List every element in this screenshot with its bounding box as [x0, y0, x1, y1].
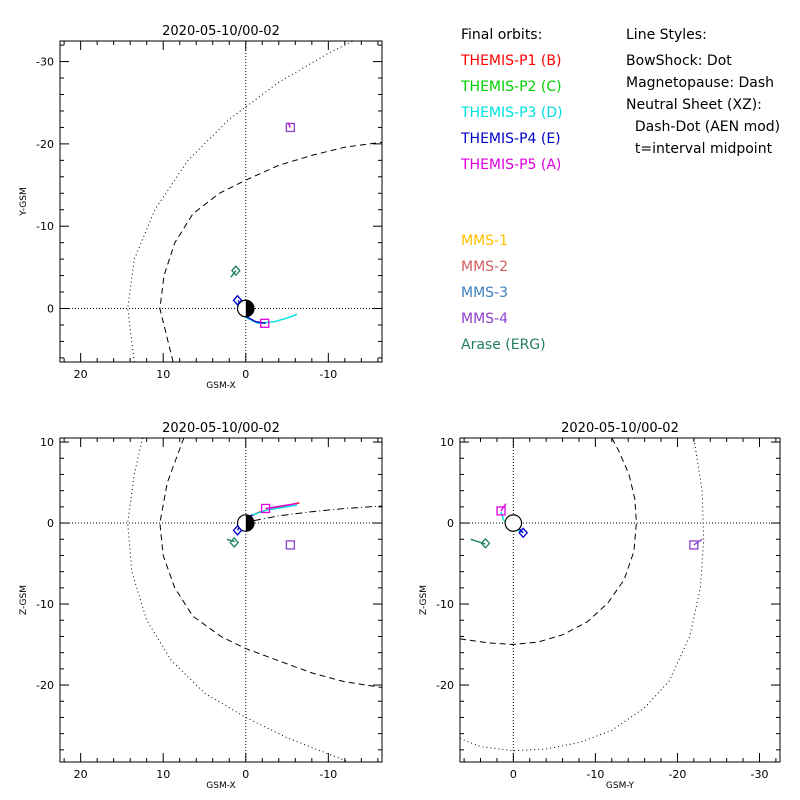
y-tick-label: 0	[47, 517, 54, 530]
panel-1: 20 10 0 -10 0 -10 -20 -30 2020-05-10/00-02 GSM-X Y…	[19, 24, 383, 391]
series-arase	[226, 538, 236, 543]
legend-mission-entry-4: Arase (ERG)	[461, 337, 546, 353]
panel-3: 0 -10 -20 -30 10 0 -10 -20 2020-05-10/00-02 GSM-Y…	[419, 421, 781, 791]
marker-diamond-0	[232, 524, 243, 536]
x-tick-label: 10	[156, 368, 170, 381]
legend-mission-entry-1: MMS-2	[461, 259, 509, 275]
x-tick-label: 0	[510, 768, 517, 781]
marker-square-0	[496, 506, 506, 516]
panel-title: 2020-05-10/00-02	[561, 421, 679, 436]
legend-line-style-entry-1: Magnetopause: Dash	[626, 75, 775, 91]
marker-square-1	[260, 503, 271, 514]
x-axis-label: GSM-Y	[606, 781, 635, 791]
x-tick-label: 10	[156, 768, 170, 781]
y-tick-label: 0	[447, 517, 454, 530]
y-tick-label: -20	[36, 138, 54, 151]
legend-mission-entry-2: MMS-3	[461, 285, 509, 301]
x-tick-label: -10	[319, 768, 337, 781]
x-tick-label: -30	[751, 768, 769, 781]
legend-themis-entry-3: THEMIS-P4 (E)	[461, 131, 561, 147]
series-magnetopause	[159, 438, 382, 688]
legend-themis-entry-2: THEMIS-P3 (D)	[461, 105, 563, 121]
panel-title: 2020-05-10/00-02	[162, 24, 280, 39]
earth-icon	[504, 514, 523, 532]
y-tick-label: -30	[36, 56, 54, 69]
legend-themis-entry-0: THEMIS-P1 (B)	[461, 53, 562, 69]
line-styles-legend: Line Styles: BowShock: Dot Magnetopause: …	[626, 28, 780, 164]
y-axis-label: Y-GSM	[19, 187, 29, 216]
y-axis-label: Z-GSM	[19, 585, 29, 615]
legend-line-style-entry-0: BowShock: Dot	[626, 53, 732, 69]
final-orbits-legend: Final orbits: THEMIS-P1 (B) THEMIS-P2 (C)…	[461, 28, 563, 364]
series-bowshock	[460, 438, 705, 752]
y-axis-label: Z-GSM	[419, 585, 429, 615]
x-tick-label: -10	[319, 368, 337, 381]
x-tick-label: -10	[586, 768, 604, 781]
marker-diamond-1	[518, 527, 529, 539]
legend-mission-entry-0: MMS-1	[461, 233, 509, 249]
earth-icon	[236, 514, 255, 532]
y-tick-label: -20	[436, 679, 454, 692]
plot-frame	[59, 40, 383, 363]
earth-icon	[236, 299, 255, 318]
x-tick-label: 20	[74, 768, 88, 781]
x-axis-label: GSM-X	[206, 781, 235, 791]
series-bowshock	[127, 438, 350, 762]
legend-mission-entry-3: MMS-4	[461, 311, 509, 327]
y-tick-label: 10	[440, 436, 454, 449]
series-arase	[470, 538, 486, 545]
legend-line-style-entry-4: t=interval midpoint	[626, 141, 773, 157]
x-tick-label: 0	[242, 368, 249, 381]
series-neutral-sheet	[253, 505, 382, 522]
plot-frame	[59, 437, 383, 763]
series-magnetopause	[460, 438, 637, 646]
series-themis-p5	[265, 502, 298, 510]
series-magnetopause	[159, 141, 382, 362]
marker-square-1	[260, 318, 270, 328]
legend-themis-entry-1: THEMIS-P2 (C)	[461, 79, 562, 95]
x-axis-label: GSM-X	[206, 381, 235, 391]
plot-area	[460, 438, 705, 752]
marker-diamond-3	[229, 537, 240, 548]
marker-square-2	[285, 122, 296, 133]
panel-2: 20 10 0 -10 10 0 -10 -20 2020-05-10/00-02 GSM-X Z-…	[19, 421, 383, 791]
y-tick-label: 0	[47, 303, 54, 316]
legend-line-style-entry-3: Dash-Dot (AEN mod)	[626, 119, 781, 135]
y-tick-label: 10	[40, 436, 54, 449]
marker-square-2	[689, 540, 699, 550]
plot-area	[127, 41, 382, 362]
y-tick-label: -10	[36, 598, 54, 611]
panel-title: 2020-05-10/00-02	[162, 421, 280, 436]
marker-square-2	[285, 540, 296, 550]
marker-diamond-3	[480, 537, 491, 549]
x-tick-label: 20	[74, 368, 88, 381]
legend-line-style-entry-2: Neutral Sheet (XZ):	[626, 97, 762, 113]
y-tick-label: -20	[36, 679, 54, 692]
series-arase	[230, 270, 237, 278]
legend-themis-entry-4: THEMIS-P5 (A)	[461, 157, 562, 173]
y-tick-label: -10	[36, 220, 54, 233]
x-tick-label: 0	[242, 768, 249, 781]
marker-diamond-3	[230, 265, 241, 277]
line-styles-header: Line Styles:	[626, 27, 707, 43]
y-tick-label: -10	[436, 598, 454, 611]
x-tick-label: -20	[668, 768, 686, 781]
series-bowshock	[127, 41, 355, 362]
marker-diamond-0	[232, 294, 243, 306]
final-orbits-header: Final orbits:	[461, 27, 543, 43]
plot-frame	[459, 437, 781, 763]
plot-area	[127, 438, 382, 762]
